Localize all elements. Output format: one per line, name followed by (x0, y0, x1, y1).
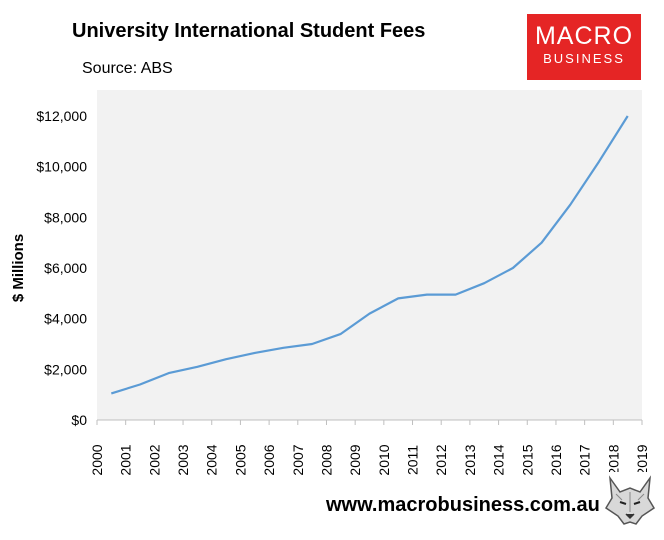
x-tick-label: 2006 (261, 444, 277, 475)
plot-area (97, 90, 642, 420)
x-tick-label: 2005 (232, 444, 248, 475)
x-tick-label: 2001 (118, 444, 134, 475)
x-tick-label: 2014 (491, 444, 507, 475)
x-tick-label: 2008 (318, 444, 334, 475)
chart-title: University International Student Fees (72, 20, 426, 42)
y-axis-ticks: $0 $2,000 $4,000 $6,000 $8,000 $10,000 $12,000 (36, 108, 87, 428)
x-tick-label: 2018 (605, 444, 621, 475)
y-tick-label: $8,000 (44, 209, 87, 225)
x-tick-label: 2003 (175, 444, 191, 475)
y-tick-label: $10,000 (36, 159, 87, 175)
y-tick-label: $6,000 (44, 260, 87, 276)
x-tick-label: 2007 (290, 444, 306, 475)
logo-line-1: MACRO (534, 22, 634, 50)
x-tick-label: 2019 (634, 444, 650, 475)
y-axis-label: $ Millions (10, 234, 27, 302)
x-axis-ticks: 2000 2001 2002 2003 2004 2005 2006 2007 2008 2009… (89, 420, 650, 476)
y-tick-label: $4,000 (44, 311, 87, 327)
x-tick-label: 2012 (433, 444, 449, 475)
x-tick-label: 2002 (146, 444, 162, 475)
x-tick-label: 2004 (204, 444, 220, 475)
chart-source: Source: ABS (82, 60, 173, 77)
wolf-head-icon (602, 472, 658, 528)
y-tick-label: $12,000 (36, 108, 87, 124)
website-url: www.macrobusiness.com.au (326, 494, 600, 516)
x-tick-label: 2013 (462, 444, 478, 475)
x-tick-label: 2010 (376, 444, 392, 475)
x-tick-label: 2016 (548, 444, 564, 475)
logo-line-2: BUSINESS (543, 51, 625, 66)
series-lines (110, 115, 629, 395)
x-tick-label: 2000 (89, 444, 105, 475)
y-tick-label: $0 (71, 412, 87, 428)
x-tick-label: 2017 (577, 444, 593, 475)
x-tick-label: 2015 (519, 444, 535, 475)
x-tick-label: 2009 (347, 444, 363, 475)
macrobusiness-logo: MACRO BUSINESS (527, 14, 641, 80)
y-tick-label: $2,000 (44, 361, 87, 377)
x-tick-label: 2011 (405, 445, 421, 475)
